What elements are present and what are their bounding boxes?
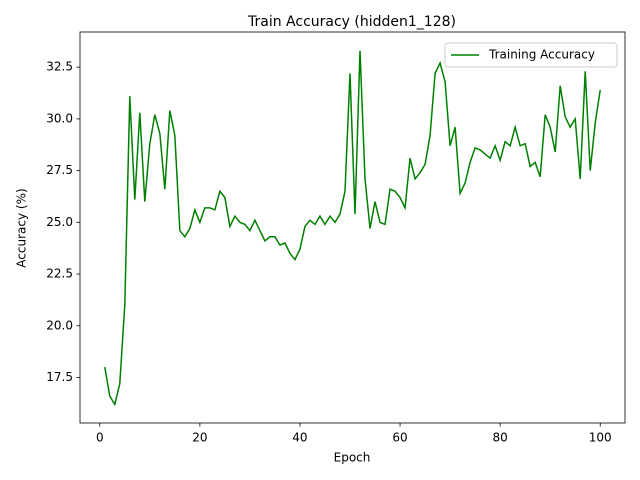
x-tick-label: 80	[492, 431, 507, 445]
x-tick-label: 0	[96, 431, 104, 445]
y-tick-label: 27.5	[46, 163, 73, 177]
chart-title: Train Accuracy (hidden1_128)	[247, 14, 456, 30]
x-tick-label: 40	[292, 431, 307, 445]
y-tick-label: 30.0	[46, 111, 73, 125]
y-tick-label: 22.5	[46, 267, 73, 281]
x-tick-label: 60	[392, 431, 407, 445]
y-tick-label: 32.5	[46, 60, 73, 74]
x-axis-label: Epoch	[334, 451, 371, 465]
y-tick-label: 25.0	[46, 215, 73, 229]
legend-label: Training Accuracy	[488, 48, 595, 62]
x-tick-label: 20	[192, 431, 207, 445]
axes-frame	[79, 31, 626, 424]
y-tick-label: 20.0	[46, 318, 73, 332]
y-tick-label: 17.5	[46, 370, 73, 384]
x-tick-label: 100	[589, 431, 612, 445]
data-line	[104, 50, 601, 407]
legend-box	[444, 42, 618, 68]
y-axis-label: Accuracy (%)	[15, 188, 29, 267]
